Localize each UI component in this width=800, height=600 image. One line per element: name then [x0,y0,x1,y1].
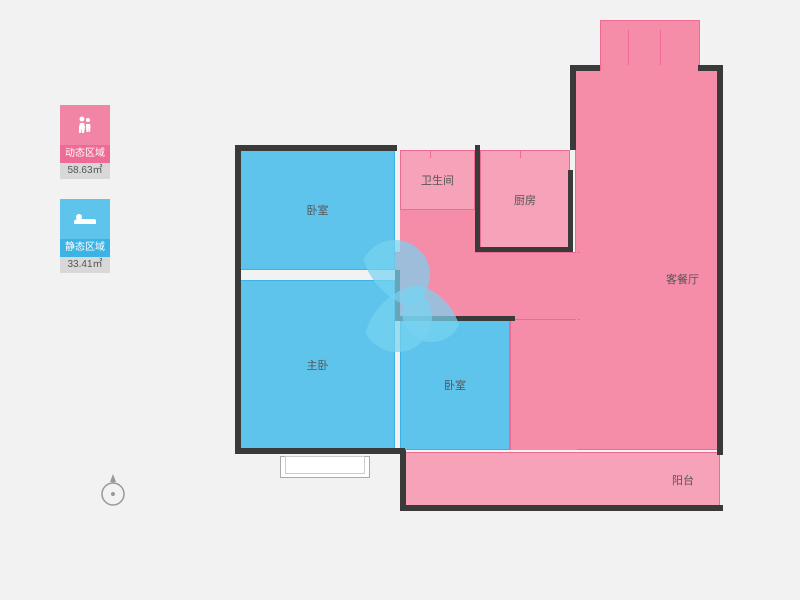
wall [698,65,723,71]
room-label: 主卧 [307,357,329,373]
legend-panel: 动态区域 58.63㎡ 静态区域 33.41㎡ [60,105,110,293]
legend-dynamic-value: 58.63㎡ [60,163,110,179]
divider [628,30,629,65]
room-balcony: 阳台 [405,452,720,507]
wall [400,505,723,511]
room-label: 卧室 [307,202,329,218]
floor-extension [285,456,365,474]
legend-static-label: 静态区域 [60,239,110,257]
compass-icon [98,470,128,510]
door-arc [402,282,462,342]
floorplan: 卧室 主卧 卧室 客餐厅 卫生间 厨房 阳台 [230,20,760,580]
room-kitchen: 厨房 [480,150,570,250]
room-label: 卫生间 [421,172,454,188]
room-label: 厨房 [514,192,536,208]
room-living: 客餐厅 [575,70,720,450]
wall [570,65,576,150]
wall [235,145,397,151]
divider [660,30,661,65]
wall [235,145,241,453]
room-bathroom: 卫生间 [400,150,475,210]
room-label: 阳台 [672,472,694,488]
wall [568,170,573,252]
room-living-left-strip [510,320,577,450]
wall [475,247,573,252]
wall [235,448,405,454]
legend-static-value: 33.41㎡ [60,257,110,273]
legend-static: 静态区域 33.41㎡ [60,199,110,273]
room-living-top [600,20,700,72]
wall [400,450,406,510]
divider [520,150,521,158]
wall [570,65,600,71]
legend-dynamic-label: 动态区域 [60,145,110,163]
people-icon [60,105,110,145]
seam-cover [601,69,699,73]
room-label: 客餐厅 [666,271,699,287]
wall [717,65,723,455]
wall [475,145,480,252]
legend-dynamic: 动态区域 58.63㎡ [60,105,110,179]
divider [430,150,431,158]
sleep-icon [60,199,110,239]
room-label: 卧室 [444,377,466,393]
seam-cover [576,71,578,449]
